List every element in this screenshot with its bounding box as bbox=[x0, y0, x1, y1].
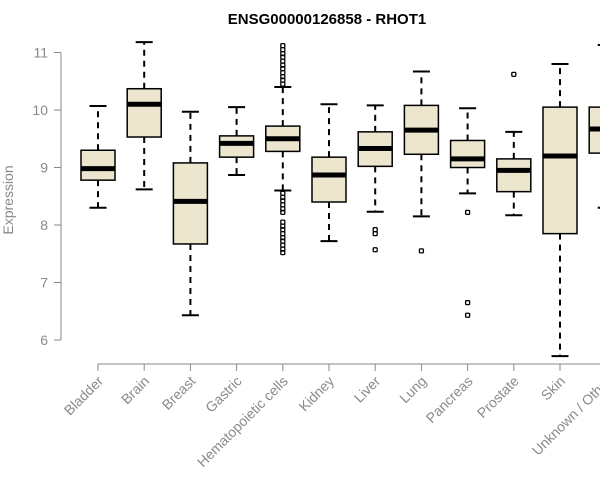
x-tick-label: Gastric bbox=[202, 373, 245, 416]
box-iqr bbox=[218, 135, 255, 158]
x-tick-label: Bladder bbox=[61, 373, 107, 419]
x-tick-label: Kidney bbox=[296, 373, 338, 415]
outlier-point bbox=[511, 71, 517, 77]
box-group bbox=[172, 110, 209, 317]
outlier-point bbox=[418, 248, 425, 254]
box-group bbox=[80, 104, 116, 209]
x-tick-label: Lung bbox=[396, 373, 429, 406]
x-tick-label: Breast bbox=[159, 373, 199, 413]
y-axis-label: Expression bbox=[0, 165, 16, 234]
box-iqr bbox=[496, 158, 532, 193]
outlier-point bbox=[280, 209, 286, 216]
box-iqr bbox=[449, 139, 486, 169]
y-tick-label: 7 bbox=[40, 275, 48, 291]
box-iqr bbox=[80, 149, 116, 181]
y-tick-label: 9 bbox=[40, 160, 48, 176]
x-tick-label: Liver bbox=[351, 373, 384, 406]
box-group bbox=[449, 107, 486, 318]
outlier-point bbox=[372, 247, 378, 253]
y-tick-label: 8 bbox=[40, 217, 48, 233]
box-group bbox=[218, 106, 255, 176]
outlier-point bbox=[464, 312, 471, 318]
x-tick-label: Skin bbox=[538, 373, 569, 404]
outlier-point bbox=[464, 299, 471, 306]
box-group bbox=[357, 104, 393, 253]
box-group bbox=[542, 63, 578, 358]
box-iqr bbox=[126, 87, 162, 138]
box-group bbox=[126, 41, 162, 191]
x-tick-label: Hematopoietic cells bbox=[194, 373, 291, 470]
boxes bbox=[80, 41, 600, 358]
outlier-point bbox=[280, 249, 286, 256]
y-axis: 6 7 8 9 10 11 bbox=[32, 45, 62, 348]
y-tick-label: 10 bbox=[32, 102, 48, 118]
x-tick-label: Brain bbox=[118, 373, 152, 407]
x-tick-label: Prostate bbox=[474, 373, 522, 421]
box-group bbox=[496, 71, 532, 217]
box-iqr bbox=[311, 156, 347, 203]
box-iqr bbox=[542, 106, 578, 235]
x-tick-label: Pancreas bbox=[423, 373, 476, 426]
outlier-point bbox=[372, 230, 378, 237]
y-tick-label: 11 bbox=[33, 45, 48, 61]
box-group bbox=[588, 44, 600, 209]
y-tick-label: 6 bbox=[40, 332, 48, 348]
box-group bbox=[403, 70, 440, 254]
chart-title: ENSG00000126858 - RHOT1 bbox=[228, 11, 426, 28]
outlier-point bbox=[280, 81, 286, 87]
box-group bbox=[311, 103, 347, 243]
box-group bbox=[265, 42, 301, 256]
outlier-point bbox=[464, 209, 471, 216]
